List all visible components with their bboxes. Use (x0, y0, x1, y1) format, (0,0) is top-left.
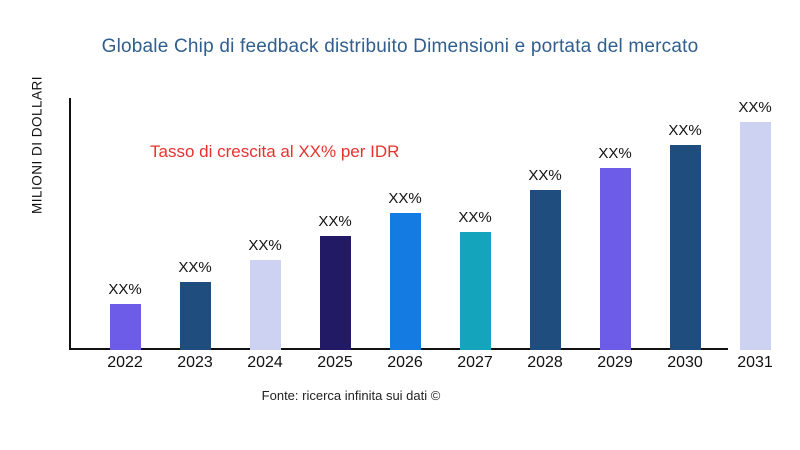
bars-container: XX% XX% XX% XX% XX% XX% XX% XX% XX% XX% (90, 99, 790, 350)
x-tick-2028: 2028 (527, 354, 563, 371)
bar-slot-2027: XX% (440, 209, 510, 350)
bar-slot-2029: XX% (580, 145, 650, 350)
page-title: Globale Chip di feedback distribuito Dim… (101, 36, 699, 57)
x-tick-2031: 2031 (737, 354, 773, 371)
bar-value-label-2027: XX% (458, 209, 492, 226)
bar-2029 (599, 168, 631, 350)
bar-value-label-2031: XX% (738, 99, 772, 116)
growth-rate-annotation: Tasso di crescita al XX% per IDR (150, 142, 400, 161)
bar-2025 (319, 236, 351, 350)
x-tick-2022: 2022 (107, 354, 143, 371)
x-tick-2029: 2029 (597, 354, 633, 371)
bar-2031 (739, 122, 771, 350)
bar-slot-2030: XX% (650, 122, 720, 350)
bar-slot-2025: XX% (300, 213, 370, 350)
bar-slot-2031: XX% (720, 99, 790, 350)
x-tick-2026: 2026 (387, 354, 423, 371)
bar-value-label-2024: XX% (248, 237, 282, 254)
x-tick-2027: 2027 (457, 354, 493, 371)
x-axis-tick-labels: 2022 2023 2024 2025 2026 2027 2028 2029 2030 2031 (90, 354, 790, 372)
bar-slot-2023: XX% (160, 259, 230, 350)
bar-value-label-2028: XX% (528, 167, 562, 184)
bar-value-label-2026: XX% (388, 190, 422, 207)
bar-2028 (529, 190, 561, 350)
bar-slot-2022: XX% (90, 281, 160, 350)
x-tick-2025: 2025 (317, 354, 353, 371)
bar-2030 (669, 145, 701, 350)
bar-value-label-2022: XX% (108, 281, 142, 298)
bar-2022 (109, 304, 141, 350)
bar-value-label-2029: XX% (598, 145, 632, 162)
bar-slot-2028: XX% (510, 167, 580, 350)
bar-2024 (249, 260, 281, 350)
y-axis-line (69, 98, 71, 350)
bar-2026 (389, 213, 421, 350)
source-note: Fonte: ricerca infinita sui dati © (261, 388, 441, 403)
x-tick-2024: 2024 (247, 354, 283, 371)
bar-value-label-2030: XX% (668, 122, 702, 139)
bar-slot-2024: XX% (230, 237, 300, 350)
y-axis-label: MILIONI DI DOLLARI (29, 75, 45, 215)
bar-2027 (459, 232, 491, 350)
bar-value-label-2023: XX% (178, 259, 212, 276)
bar-slot-2026: XX% (370, 190, 440, 350)
x-tick-2030: 2030 (667, 354, 703, 371)
bar-value-label-2025: XX% (318, 213, 352, 230)
bar-2023 (179, 282, 211, 350)
x-tick-2023: 2023 (177, 354, 213, 371)
